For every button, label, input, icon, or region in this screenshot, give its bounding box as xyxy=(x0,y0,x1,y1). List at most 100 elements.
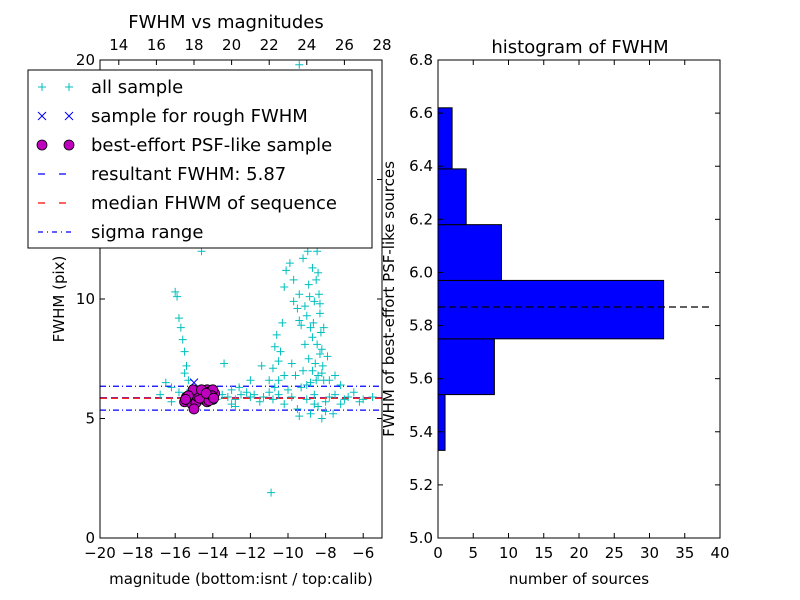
all-sample-point xyxy=(178,335,187,344)
all-sample-point xyxy=(250,390,259,399)
all-sample-point xyxy=(313,247,322,256)
histogram-bar xyxy=(437,279,665,340)
legend-entry: best-effort PSF-like sample xyxy=(36,135,332,156)
all-sample-point xyxy=(305,292,314,301)
all-sample-point xyxy=(220,359,229,368)
all-sample-point xyxy=(336,400,345,409)
all-sample-point xyxy=(227,400,236,409)
histogram-ytick-label: 5.6 xyxy=(409,370,433,388)
histogram-title: histogram of FWHM xyxy=(491,37,668,58)
all-sample-point xyxy=(182,361,191,370)
all-sample-point xyxy=(167,397,176,406)
scatter-xtick-label: −10 xyxy=(272,544,304,562)
legend-entry: sigma range xyxy=(38,222,203,243)
all-sample-point xyxy=(300,302,309,311)
histogram-xtick-label: 0 xyxy=(433,544,443,562)
all-sample-point xyxy=(325,376,334,385)
all-sample-point xyxy=(180,369,189,378)
all-sample-point xyxy=(237,390,245,399)
histogram-ylabel: FWHM of best-effort PSF-like sources xyxy=(380,161,398,437)
all-sample-point xyxy=(300,340,309,349)
all-sample-point xyxy=(310,400,319,409)
all-sample-point xyxy=(312,376,321,385)
all-sample-point xyxy=(285,259,294,268)
legend-entry: sample for rough FWHM xyxy=(37,106,308,127)
all-sample-point xyxy=(295,60,304,69)
histogram-xlabel: number of sources xyxy=(509,570,649,588)
all-sample-point xyxy=(282,266,291,275)
scatter-top-xtick-label: 22 xyxy=(260,36,279,54)
histogram-xtick-label: 15 xyxy=(534,544,553,562)
all-sample-point xyxy=(295,412,304,421)
all-sample-point xyxy=(242,388,251,397)
legend-entry: resultant FWHM: 5.87 xyxy=(38,164,286,185)
all-sample-point xyxy=(315,299,324,308)
histogram-xtick-label: 20 xyxy=(569,544,588,562)
psf-like-point xyxy=(188,403,200,415)
all-sample-point xyxy=(309,318,318,327)
legend-plus-marker xyxy=(38,83,46,91)
scatter-top-xtick-label: 24 xyxy=(297,36,316,54)
scatter-xtick-label: −20 xyxy=(84,544,116,562)
all-sample-point xyxy=(161,378,170,387)
legend-label: sample for rough FWHM xyxy=(91,106,308,127)
scatter-top-xtick-label: 20 xyxy=(222,36,241,54)
legend-circle-marker xyxy=(36,139,48,151)
legend-x-marker xyxy=(64,111,74,121)
all-sample-point xyxy=(304,280,313,289)
scatter-top-xtick-label: 14 xyxy=(109,36,128,54)
all-sample-point xyxy=(257,361,266,370)
all-sample-point xyxy=(274,390,283,399)
scatter-panel: FWHM vs magnitudes −20 −18 −16 −14 −12 −10 −8−… xyxy=(27,12,392,588)
legend-entry: median FHWM of sequence xyxy=(38,193,337,214)
all-sample-point xyxy=(270,383,279,392)
all-sample-point xyxy=(306,323,315,332)
all-sample-point xyxy=(304,354,313,363)
all-sample-point xyxy=(297,321,306,330)
all-sample-point xyxy=(319,323,328,332)
all-sample-point xyxy=(308,263,317,272)
all-sample-point xyxy=(316,328,325,337)
legend-label: sigma range xyxy=(91,222,203,243)
legend-plus-marker xyxy=(65,83,73,91)
all-sample-point xyxy=(274,376,283,385)
psf-like-point xyxy=(200,388,212,399)
scatter-ytick-label: 5 xyxy=(85,410,95,428)
all-sample-point xyxy=(293,404,302,413)
all-sample-point xyxy=(235,383,244,392)
scatter-ylabel: FWHM (pix) xyxy=(50,256,68,343)
histogram-ytick-label: 6.4 xyxy=(409,157,433,175)
all-sample-point xyxy=(311,359,320,368)
scatter-ytick-label: 10 xyxy=(76,290,95,308)
scatter-top-xtick-label: 28 xyxy=(372,36,391,54)
all-sample-point xyxy=(227,385,236,394)
all-sample-point xyxy=(176,323,185,332)
all-sample-point xyxy=(280,371,289,380)
all-sample-point xyxy=(265,388,274,397)
all-sample-point xyxy=(180,347,189,356)
all-sample-point xyxy=(173,292,182,301)
scatter-xtick-label: −12 xyxy=(235,544,267,562)
all-sample-point xyxy=(310,390,319,399)
all-sample-point xyxy=(278,318,287,327)
all-sample-point xyxy=(315,349,324,358)
all-sample-point xyxy=(313,340,322,349)
all-sample-point xyxy=(331,390,339,399)
all-sample-point xyxy=(268,364,277,373)
histogram-ytick-label: 5.4 xyxy=(409,423,433,441)
scatter-title: FWHM vs magnitudes xyxy=(128,12,323,33)
histogram-ytick-label: 6.8 xyxy=(409,51,433,69)
all-sample-point xyxy=(174,314,183,323)
scatter-top-xtick-label: 16 xyxy=(147,36,166,54)
histogram-ticks: 0 5 10 15 20 25 30 35 40 5.0 5.2 5.4 5.6 5.8 6.0 6.2 6.4… xyxy=(409,51,729,562)
all-sample-point xyxy=(314,268,323,277)
all-sample-point xyxy=(302,311,311,320)
scatter-ytick-label: 0 xyxy=(85,529,95,547)
all-sample-point xyxy=(287,392,296,401)
scatter-plot-area xyxy=(100,60,382,497)
scatter-legend: all sample sample for rough FWHM best-effo… xyxy=(27,69,373,249)
histogram-xtick-label: 35 xyxy=(675,544,694,562)
scatter-ytick-label: 20 xyxy=(76,51,95,69)
all-sample-point xyxy=(308,333,317,342)
